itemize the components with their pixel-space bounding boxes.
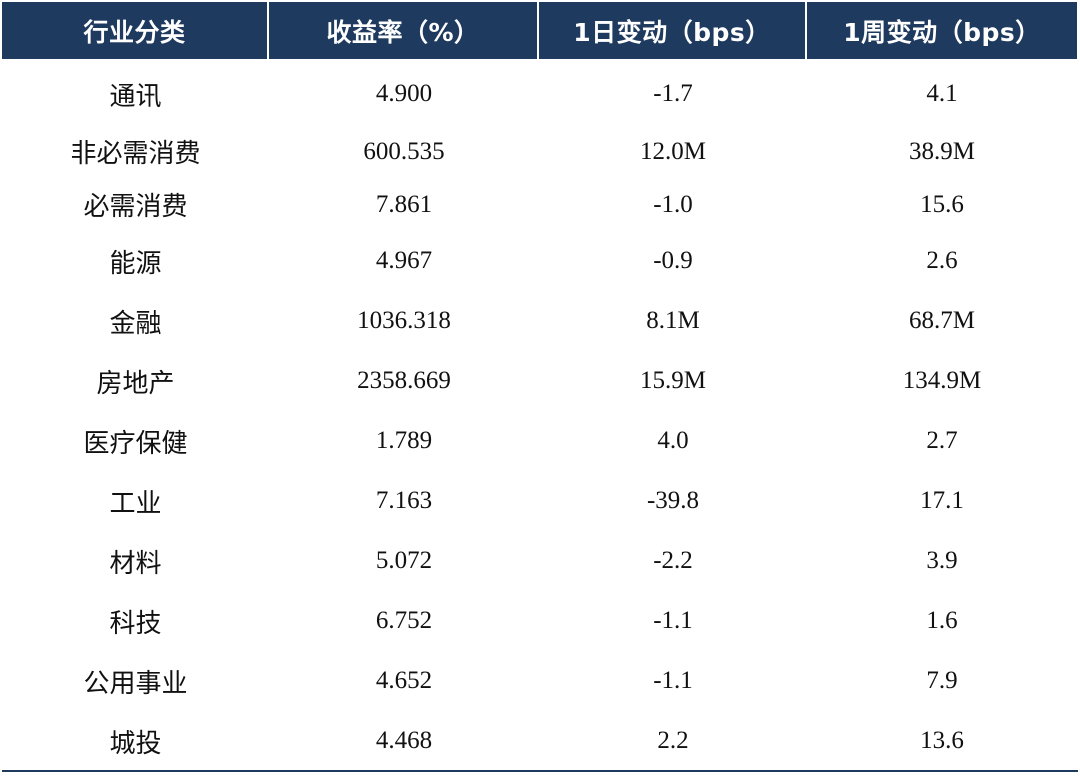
change-1w-cell: 134.9M bbox=[902, 367, 982, 394]
change-1w-cell: 38.9M bbox=[909, 137, 975, 165]
change-1d-cell: 12.0M bbox=[640, 137, 706, 165]
yield-cell: 4.900 bbox=[375, 80, 433, 107]
change-1d-cell: -1.7 bbox=[653, 80, 693, 107]
change-1d-cell: -1.0 bbox=[653, 190, 693, 218]
header-change-1d: 1日变动（bps） bbox=[539, 2, 807, 59]
table-row: 医疗保健 1.789 4.0 2.7 bbox=[2, 411, 1077, 471]
sector-cell: 必需消费 bbox=[83, 192, 188, 222]
yield-cell: 1036.318 bbox=[357, 307, 451, 334]
sector-cell: 房地产 bbox=[96, 368, 175, 399]
table-body: 通讯 4.900 -1.7 4.1 非必需消费 600.535 12.0M 38… bbox=[2, 59, 1077, 771]
table-row: 能源 4.967 -0.9 2.6 bbox=[2, 231, 1077, 291]
change-1d-cell: 15.9M bbox=[640, 367, 706, 394]
sector-cell: 通讯 bbox=[109, 81, 162, 112]
yield-cell: 6.752 bbox=[375, 607, 433, 634]
change-1d-cell: -2.2 bbox=[653, 547, 693, 574]
change-1w-cell: 2.6 bbox=[926, 247, 958, 274]
header-change-1w: 1周变动（bps） bbox=[807, 2, 1077, 59]
change-1w-cell: 15.6 bbox=[920, 190, 964, 218]
table-row: 材料 5.072 -2.2 3.9 bbox=[2, 531, 1077, 591]
table-row: 科技 6.752 -1.1 1.6 bbox=[2, 591, 1077, 651]
sector-cell: 公用事业 bbox=[83, 668, 188, 699]
change-1d-cell: 2.2 bbox=[657, 727, 689, 754]
sector-cell: 城投 bbox=[109, 728, 162, 759]
header-sector: 行业分类 bbox=[2, 2, 269, 59]
yield-cell: 2358.669 bbox=[357, 367, 451, 394]
table-row: 金融 1036.318 8.1M 68.7M bbox=[2, 291, 1077, 351]
sector-cell: 工业 bbox=[109, 488, 162, 519]
sector-cell: 非必需消费 bbox=[70, 139, 201, 169]
header-yield: 收益率（%） bbox=[269, 2, 539, 59]
change-1w-cell: 2.7 bbox=[926, 427, 958, 454]
sector-cell: 材料 bbox=[109, 548, 162, 579]
sector-cell: 能源 bbox=[109, 248, 162, 279]
change-1w-cell: 68.7M bbox=[909, 307, 975, 334]
yield-cell: 4.468 bbox=[375, 727, 433, 754]
table-row: 通讯 4.900 -1.7 4.1 bbox=[2, 59, 1077, 125]
sector-cell: 科技 bbox=[109, 608, 162, 639]
change-1w-cell: 13.6 bbox=[920, 727, 964, 754]
table-row: 房地产 2358.669 15.9M 134.9M bbox=[2, 351, 1077, 411]
yield-cell: 4.967 bbox=[375, 247, 433, 274]
yield-cell: 600.535 bbox=[363, 137, 445, 165]
yield-cell: 7.861 bbox=[375, 190, 433, 218]
table-row: 城投 4.468 2.2 13.6 bbox=[2, 711, 1077, 771]
change-1d-cell: 8.1M bbox=[646, 307, 700, 334]
change-1w-cell: 4.1 bbox=[926, 80, 958, 107]
yield-cell: 1.789 bbox=[375, 427, 433, 454]
change-1w-cell: 1.6 bbox=[926, 607, 958, 634]
table-row: 非必需消费 600.535 12.0M 38.9M bbox=[2, 125, 1077, 178]
change-1d-cell: -0.9 bbox=[653, 247, 693, 274]
change-1d-cell: -1.1 bbox=[653, 667, 693, 694]
yield-cell: 4.652 bbox=[375, 667, 433, 694]
table-row: 工业 7.163 -39.8 17.1 bbox=[2, 471, 1077, 531]
change-1d-cell: -1.1 bbox=[653, 607, 693, 634]
yield-cell: 7.163 bbox=[375, 487, 433, 514]
header-row: 行业分类 收益率（%） 1日变动（bps） 1周变动（bps） bbox=[2, 2, 1077, 59]
table-bottom-rule bbox=[2, 770, 1078, 772]
change-1w-cell: 17.1 bbox=[920, 487, 964, 514]
table-row: 公用事业 4.652 -1.1 7.9 bbox=[2, 651, 1077, 711]
sector-cell: 医疗保健 bbox=[83, 428, 188, 459]
table-header: 行业分类 收益率（%） 1日变动（bps） 1周变动（bps） bbox=[2, 2, 1077, 59]
change-1d-cell: 4.0 bbox=[657, 427, 689, 454]
sector-cell: 金融 bbox=[109, 308, 162, 339]
change-1w-cell: 7.9 bbox=[926, 667, 958, 694]
table-row: 必需消费 7.861 -1.0 15.6 bbox=[2, 178, 1077, 231]
change-1w-cell: 3.9 bbox=[926, 547, 958, 574]
change-1d-cell: -39.8 bbox=[646, 487, 700, 514]
yield-cell: 5.072 bbox=[375, 547, 433, 574]
